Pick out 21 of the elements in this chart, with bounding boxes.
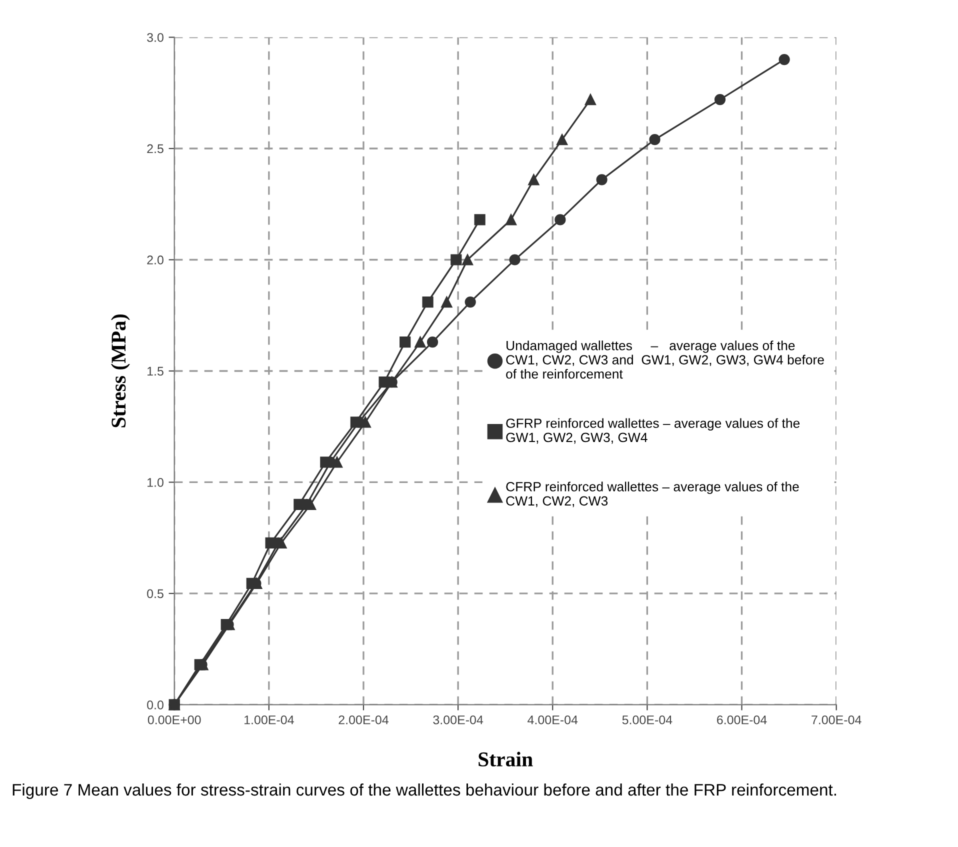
y-tick-label: 2.0: [147, 256, 164, 264]
y-tick-label: 0.0: [147, 700, 164, 710]
y-tick-label: 1.5: [148, 366, 164, 376]
caption: Figure 7 Mean values for stress-strain curves of the wallettes behaviour before and after the FRP reinforcement.: [12, 783, 836, 800]
x-tick-label: 6.00E-04: [717, 715, 767, 724]
legend-label: GFRP reinforced wallettes – average values of the GW1, GW2, GW3, GW4: [506, 418, 800, 444]
legend-label: CFRP reinforced wallettes – average values of the CW1, CW2, CW3: [506, 482, 799, 508]
x-tick-label: 5.00E-04: [622, 715, 672, 724]
x-tick-label: 7.00E-04: [812, 715, 862, 724]
y-tick-label: 0.5: [147, 589, 164, 598]
x-tick-label: 3.00E-04: [433, 715, 484, 724]
x-tick-label: 1.00E-04: [244, 715, 294, 724]
y-axis-title: Stress (MPa): [111, 314, 130, 428]
x-tick-label: 0.00E+00: [148, 715, 201, 724]
x-axis-title: Strain: [478, 752, 533, 766]
y-tick-label: 1.0: [148, 478, 164, 487]
legend-label: Undamaged wallettes – average values of the CW1, CW2, CW3 and GW1, GW2, GW3, GW4 before of the reinforcement: [506, 340, 824, 379]
x-tick-label: 4.00E-04: [528, 715, 578, 724]
y-tick-label: 3.0: [147, 33, 164, 42]
y-tick-label: 2.5: [147, 144, 164, 154]
x-tick-label: 2.00E-04: [338, 715, 388, 724]
